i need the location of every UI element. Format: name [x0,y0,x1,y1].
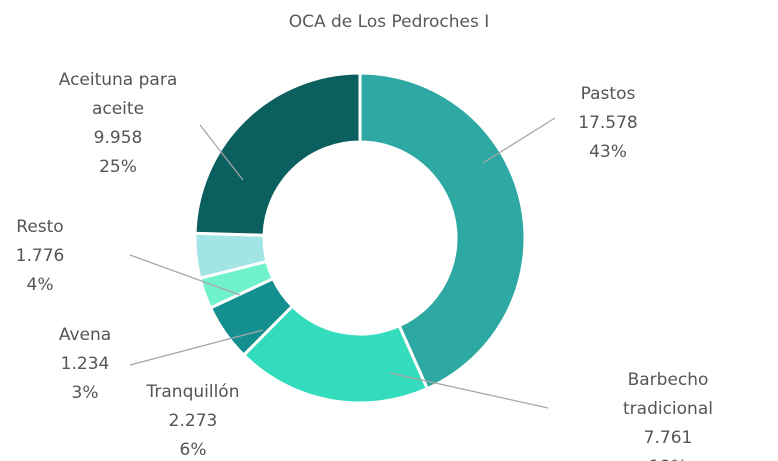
percent-label: 19% [583,453,753,461]
leader-line [199,124,244,181]
data-label: Aceituna para aceite 9.958 25% [43,66,193,182]
data-label: Barbecho tradicional 7.761 19% [583,366,753,461]
leader-line [129,254,241,296]
leader-line [129,329,264,366]
category-label: Tranquillón [146,382,240,402]
percent-label: 6% [179,440,207,460]
donut-slice [358,71,527,391]
percent-label: 4% [26,275,54,295]
data-label: Pastos 17.578 43% [523,80,693,167]
data-label: Tranquillón 2.273 6% [108,378,278,461]
leader-line [389,372,549,409]
leader-line [482,117,556,164]
value-label: 1.776 [15,246,65,266]
value-label: 17.578 [578,113,638,133]
value-label: 7.761 [643,428,693,448]
value-label: 9.958 [93,128,143,148]
value-label: 2.273 [168,411,218,431]
data-label: Resto 1.776 4% [0,213,125,300]
chart-title: OCA de Los Pedroches I [288,12,490,32]
percent-label: 3% [71,383,99,403]
data-label: Avena 1.234 3% [0,321,170,408]
category-label: Barbecho tradicional [623,370,713,419]
category-label: Resto [16,217,64,237]
percent-label: 25% [99,157,137,177]
value-label: 1.234 [60,354,110,374]
category-label: Avena [58,325,112,345]
donut-slice [193,71,362,237]
category-label: Pastos [580,84,636,104]
category-label: Aceituna para aceite [58,70,178,119]
percent-label: 43% [589,142,627,162]
